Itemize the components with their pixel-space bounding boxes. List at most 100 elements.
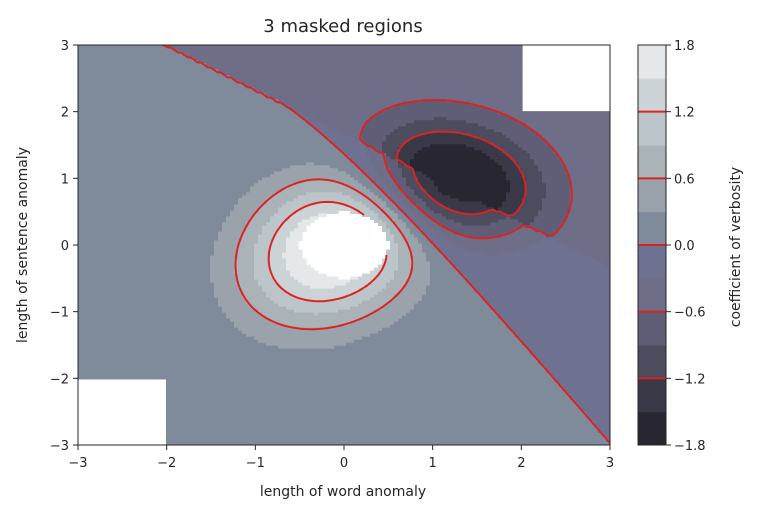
contour-cell xyxy=(362,57,367,61)
contour-cell xyxy=(470,63,475,67)
contour-cell xyxy=(434,45,439,49)
contour-cell xyxy=(162,84,167,88)
contour-cell xyxy=(458,81,463,85)
contour-cell xyxy=(178,57,183,61)
contour-cell xyxy=(230,81,235,85)
contour-cell xyxy=(518,102,523,106)
contour-cell xyxy=(406,72,411,76)
contour-cell xyxy=(182,60,187,64)
contour-cell xyxy=(130,84,135,88)
contour-cell xyxy=(450,57,455,61)
contour-cell xyxy=(390,90,395,94)
contour-cell xyxy=(134,63,139,67)
contour-cell xyxy=(450,51,455,55)
contour-cell xyxy=(346,99,351,103)
contour-cell xyxy=(150,87,155,91)
contour-cell xyxy=(370,75,375,79)
contour-cell xyxy=(518,45,523,49)
contour-cell xyxy=(282,51,287,55)
contour-cell xyxy=(246,78,251,82)
contour-cell xyxy=(506,54,511,58)
contour-cell xyxy=(398,78,403,82)
contour-cell xyxy=(310,48,315,52)
contour-cell xyxy=(282,87,287,91)
contour-cell xyxy=(130,51,135,55)
contour-cell xyxy=(490,96,495,100)
contour-cell xyxy=(226,99,231,103)
contour-cell xyxy=(142,102,147,106)
contour-cell xyxy=(186,84,191,88)
contour-cell xyxy=(198,48,203,52)
contour-cell xyxy=(314,81,319,85)
contour-cell xyxy=(194,84,199,88)
contour-cell xyxy=(118,51,123,55)
contour-cell xyxy=(486,72,491,76)
contour-cell xyxy=(366,75,371,79)
contour-cell xyxy=(402,66,407,70)
contour-cell xyxy=(506,60,511,64)
contour-cell xyxy=(306,81,311,85)
contour-cell xyxy=(246,99,251,103)
contour-cell xyxy=(218,54,223,58)
contour-cell xyxy=(218,60,223,64)
contour-cell xyxy=(230,69,235,73)
contour-cell xyxy=(90,75,95,79)
contour-cell xyxy=(450,102,455,106)
contour-cell xyxy=(394,63,399,67)
contour-cell xyxy=(474,69,479,73)
contour-cell xyxy=(186,45,191,49)
contour-cell xyxy=(102,102,107,106)
contour-cell xyxy=(426,48,431,52)
contour-cell xyxy=(278,84,283,88)
contour-cell xyxy=(366,60,371,64)
contour-cell xyxy=(370,102,375,106)
contour-cell xyxy=(350,63,355,67)
contour-cell xyxy=(514,69,519,73)
contour-cell xyxy=(342,54,347,58)
contour-cell xyxy=(82,60,87,64)
contour-cell xyxy=(518,51,523,55)
contour-cell xyxy=(234,102,239,106)
contour-cell xyxy=(478,75,483,79)
contour-cell xyxy=(130,66,135,70)
contour-cell xyxy=(486,81,491,85)
contour-cell xyxy=(186,54,191,58)
contour-cell xyxy=(158,54,163,58)
contour-cell xyxy=(262,66,267,70)
contour-cell xyxy=(314,72,319,76)
contour-cell xyxy=(442,81,447,85)
contour-cell xyxy=(322,90,327,94)
contour-cell xyxy=(402,84,407,88)
contour-cell xyxy=(346,60,351,64)
contour-cell xyxy=(162,63,167,67)
contour-cell xyxy=(118,96,123,100)
contour-cell xyxy=(330,63,335,67)
contour-cell xyxy=(102,54,107,58)
contour-cell xyxy=(494,51,499,55)
contour-cell xyxy=(334,90,339,94)
contour-cell xyxy=(334,81,339,85)
contour-cell xyxy=(498,57,503,61)
contour-cell xyxy=(174,75,179,79)
contour-cell xyxy=(514,102,519,106)
contour-cell xyxy=(158,75,163,79)
contour-cell xyxy=(206,90,211,94)
contour-cell xyxy=(402,93,407,97)
contour-cell xyxy=(490,72,495,76)
contour-cell xyxy=(454,51,459,55)
contour-cell xyxy=(498,51,503,55)
contour-cell xyxy=(310,90,315,94)
contour-cell xyxy=(78,57,83,61)
contour-cell xyxy=(150,45,155,49)
contour-cell xyxy=(242,51,247,55)
contour-cell xyxy=(214,81,219,85)
contour-cell xyxy=(118,78,123,82)
contour-cell xyxy=(322,72,327,76)
contour-cell xyxy=(446,54,451,58)
contour-cell xyxy=(426,75,431,79)
contour-cell xyxy=(126,51,131,55)
contour-cell xyxy=(150,102,155,106)
contour-cell xyxy=(194,78,199,82)
contour-cell xyxy=(226,66,231,70)
contour-cell xyxy=(246,75,251,79)
